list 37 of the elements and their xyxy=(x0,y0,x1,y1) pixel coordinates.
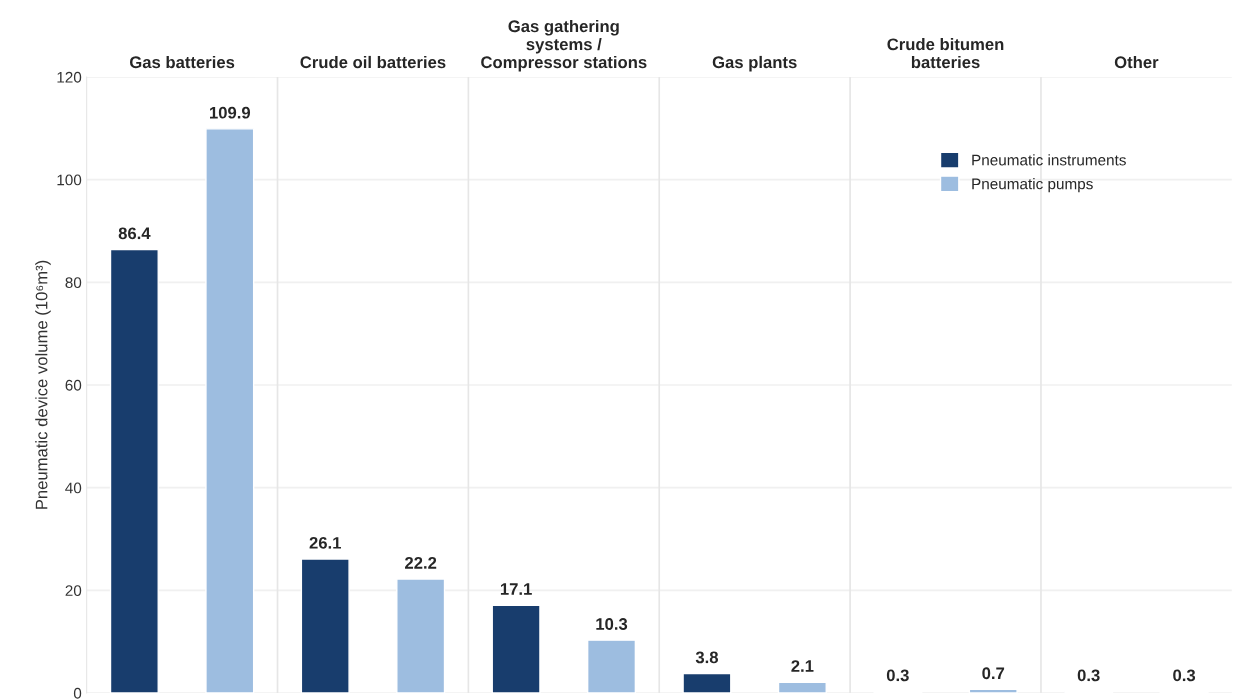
data-label: 109.9 xyxy=(210,106,251,119)
legend-label: Pneumatic pumps xyxy=(972,178,1093,193)
bar xyxy=(300,558,350,693)
y-tick-label: 40 xyxy=(65,482,82,494)
data-label: 0.3 xyxy=(1077,669,1100,682)
data-label: 17.1 xyxy=(500,583,532,595)
y-tick-label: 20 xyxy=(65,585,82,597)
data-label: 86.4 xyxy=(118,227,151,240)
x-tick-label: Gas batteries xyxy=(129,55,235,69)
data-label: 0.3 xyxy=(886,669,909,682)
data-label: 3.8 xyxy=(695,651,719,664)
data-label: 26.1 xyxy=(309,536,341,549)
bar xyxy=(109,248,159,693)
y-axis-title: Pneumatic device volume (10⁶m³) xyxy=(35,260,51,509)
data-label: 22.2 xyxy=(405,557,437,569)
x-tick-label: Gas gathering systems / Compressor stations xyxy=(481,19,647,72)
y-tick-label: 0 xyxy=(73,687,82,699)
bar xyxy=(682,672,732,693)
x-tick-label: Gas plants xyxy=(712,55,797,72)
y-tick-label: 60 xyxy=(65,379,82,391)
data-label: 10.3 xyxy=(596,618,628,630)
y-tick-label: 80 xyxy=(65,277,82,289)
data-label: 0.7 xyxy=(982,667,1005,680)
y-tick-label: 120 xyxy=(57,71,82,83)
bar xyxy=(491,604,541,693)
bar xyxy=(586,639,637,693)
bar xyxy=(968,688,1018,693)
bar xyxy=(396,578,446,693)
x-tick-label: Crude bitumen batteries xyxy=(887,37,1004,69)
x-tick-label: Other xyxy=(1114,55,1159,69)
bar xyxy=(205,128,255,693)
x-tick-label: Crude oil batteries xyxy=(300,55,446,69)
data-label: 0.3 xyxy=(1173,669,1196,682)
bar xyxy=(777,681,827,693)
legend-label: Pneumatic instruments xyxy=(972,154,1126,166)
data-label: 2.1 xyxy=(791,660,814,672)
y-tick-label: 100 xyxy=(57,174,82,186)
